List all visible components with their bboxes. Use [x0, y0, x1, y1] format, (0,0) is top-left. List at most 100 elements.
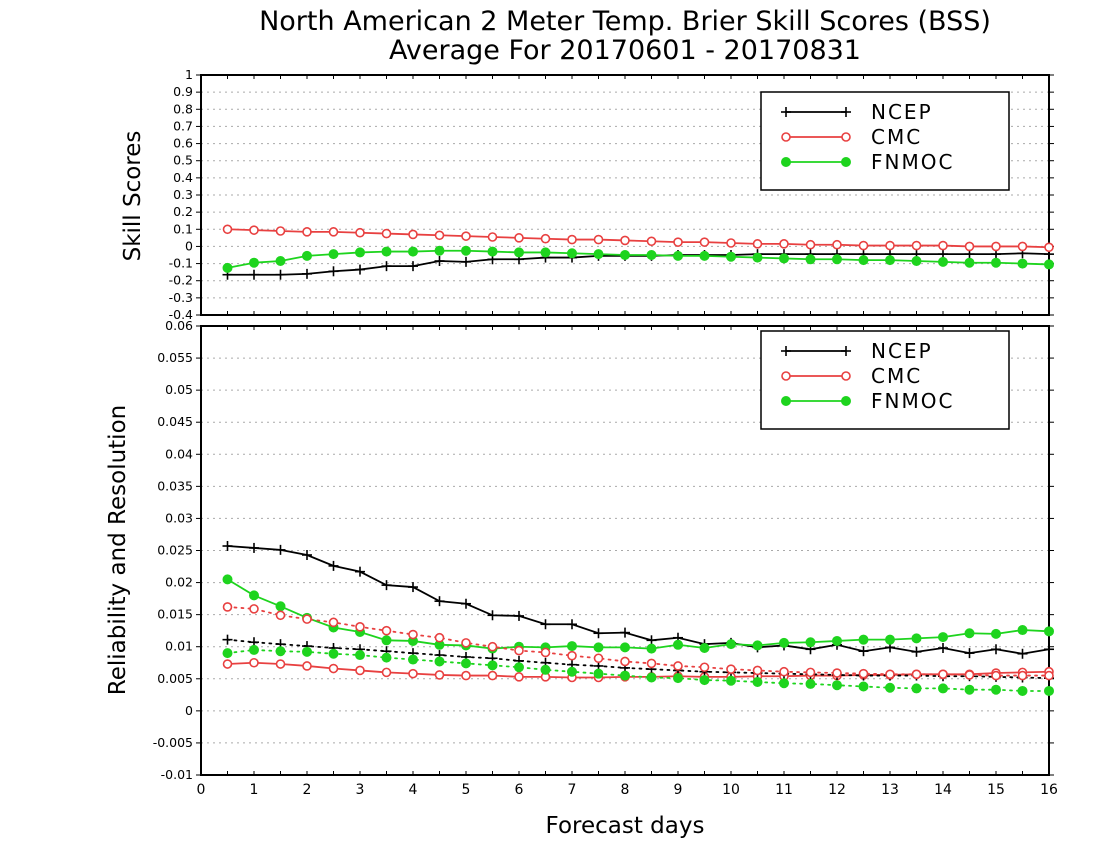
data-point-ncep	[514, 610, 524, 621]
data-point-cmc	[752, 239, 763, 249]
data-point-cmc	[646, 658, 657, 669]
legend-marker-cmc	[781, 132, 791, 142]
data-point-fnmoc	[593, 249, 604, 260]
ytick-label: 0.9	[173, 84, 193, 99]
data-point-ncep	[620, 627, 630, 638]
data-point-fnmoc	[593, 642, 604, 653]
ytick-label: 0.05	[165, 382, 193, 397]
data-point-cmc	[911, 669, 922, 680]
data-point-fnmoc	[938, 256, 948, 267]
data-point-cmc	[275, 226, 286, 236]
ytick-label: 0.005	[157, 671, 193, 686]
data-point-fnmoc	[964, 684, 975, 695]
data-point-cmc	[514, 645, 524, 656]
xaxis-label: Forecast days	[546, 813, 705, 839]
ytick-label: -0.005	[153, 735, 193, 750]
data-point-fnmoc	[646, 672, 657, 683]
data-point-ncep	[964, 648, 975, 659]
data-point-fnmoc	[699, 250, 710, 261]
data-point-cmc	[567, 234, 577, 245]
data-point-fnmoc	[222, 574, 233, 585]
data-point-ncep	[646, 635, 657, 646]
legend-label-fnmoc: FNMOC	[871, 150, 954, 174]
legend-marker-ncep	[781, 107, 791, 117]
data-point-cmc	[779, 239, 789, 249]
data-point-cmc	[964, 241, 975, 252]
data-point-fnmoc	[1044, 685, 1054, 696]
data-point-cmc	[434, 632, 445, 643]
data-point-fnmoc	[726, 251, 736, 262]
data-point-fnmoc	[991, 684, 1001, 695]
data-point-ncep	[249, 542, 259, 553]
data-point-fnmoc	[911, 683, 922, 694]
legend-marker-cmc	[841, 132, 851, 142]
data-point-fnmoc	[885, 255, 895, 266]
data-point-cmc	[885, 240, 895, 251]
ytick-label: -0.3	[169, 290, 193, 305]
data-point-ncep	[938, 642, 948, 653]
data-point-cmc	[514, 672, 524, 682]
ytick-label: 0.045	[157, 414, 193, 429]
data-point-fnmoc	[408, 654, 418, 665]
legend-label-cmc: CMC	[871, 364, 922, 388]
legend-marker-cmc	[781, 371, 791, 381]
data-point-cmc	[593, 653, 604, 664]
data-point-fnmoc	[699, 642, 710, 653]
data-point-fnmoc	[275, 256, 286, 266]
data-point-fnmoc	[646, 643, 657, 654]
ytick-label: 0.4	[173, 170, 193, 185]
data-point-fnmoc	[779, 678, 789, 689]
data-point-cmc	[991, 241, 1001, 252]
data-point-cmc	[964, 670, 975, 680]
data-point-cmc	[514, 233, 524, 243]
data-point-fnmoc	[302, 646, 312, 657]
data-point-fnmoc	[991, 257, 1001, 268]
data-point-ncep	[434, 256, 445, 266]
series-line-ncep-reliability	[226, 638, 1050, 680]
legend-marker-ncep	[841, 107, 851, 117]
data-point-cmc	[487, 641, 498, 652]
data-point-fnmoc	[1044, 259, 1054, 270]
ytick-label: 0.5	[173, 153, 193, 168]
data-point-cmc	[355, 622, 365, 632]
data-point-cmc	[487, 232, 498, 242]
data-point-fnmoc	[302, 250, 312, 261]
series-line-cmc-reliability	[226, 606, 1050, 677]
data-point-cmc	[726, 238, 736, 248]
skill-scores-panel: 1 0.9 0.8 0.7 0.6 0.5 0.4 0.3 0.2 0.1 0 -0.1 -0.2 -0.…	[169, 67, 1054, 322]
data-point-fnmoc	[461, 245, 471, 256]
data-point-cmc	[381, 625, 392, 636]
data-point-cmc	[673, 661, 683, 671]
data-point-ncep	[408, 261, 418, 272]
data-point-fnmoc	[752, 676, 763, 687]
data-point-fnmoc	[461, 658, 471, 669]
ytick-label: 0.03	[165, 510, 193, 525]
data-point-cmc	[752, 665, 763, 676]
data-point-fnmoc	[805, 637, 816, 648]
data-point-fnmoc	[805, 678, 816, 689]
data-point-fnmoc	[673, 250, 683, 261]
data-point-cmc	[222, 659, 233, 669]
data-point-ncep	[911, 646, 922, 657]
ytick-label: 0.1	[173, 221, 193, 236]
xtick-label: 7	[568, 782, 577, 798]
data-point-cmc	[1017, 670, 1028, 681]
data-point-fnmoc	[1017, 685, 1028, 696]
data-point-cmc	[381, 667, 392, 678]
data-point-fnmoc	[567, 666, 577, 677]
data-point-fnmoc	[514, 247, 524, 258]
data-point-cmc	[461, 638, 471, 648]
data-point-cmc	[567, 650, 577, 661]
data-point-cmc	[1044, 670, 1054, 681]
data-point-cmc	[646, 236, 657, 247]
data-point-ncep	[381, 580, 392, 591]
data-point-fnmoc	[514, 662, 524, 673]
data-point-ncep	[328, 560, 339, 571]
xtick-label: 6	[515, 782, 524, 798]
top-panel-ylabel: Skill Scores	[120, 131, 146, 262]
legend-marker-fnmoc	[841, 157, 851, 167]
data-point-fnmoc	[964, 257, 975, 268]
data-point-fnmoc	[779, 253, 789, 264]
data-point-ncep	[355, 566, 365, 577]
